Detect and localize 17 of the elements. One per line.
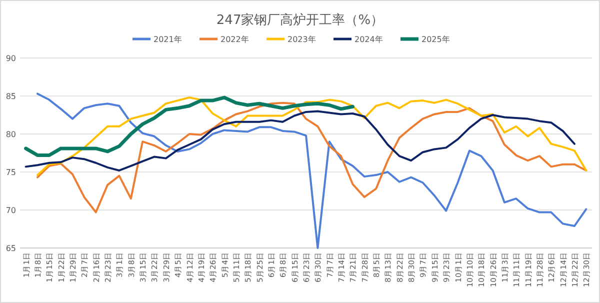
chart-title: 247家钢厂高炉开工率（%） <box>216 12 384 28</box>
legend-label: 2022年 <box>220 35 249 44</box>
line-series <box>24 96 354 158</box>
legend-label: 2023年 <box>288 35 316 44</box>
legend-label: 2021年 <box>154 35 182 44</box>
line-series <box>36 96 588 176</box>
legend-label: 2025年 <box>422 35 450 44</box>
y-tick-label: 85 <box>6 92 16 101</box>
line-series <box>24 110 576 172</box>
line-series <box>36 102 588 214</box>
y-tick-label: 75 <box>6 168 16 177</box>
y-tick-label: 70 <box>6 206 16 215</box>
y-tick-label: 80 <box>6 130 16 139</box>
y-tick-label: 90 <box>6 54 16 63</box>
legend-label: 2024年 <box>354 35 383 44</box>
line-series <box>36 92 588 249</box>
y-tick-label: 65 <box>6 244 16 253</box>
